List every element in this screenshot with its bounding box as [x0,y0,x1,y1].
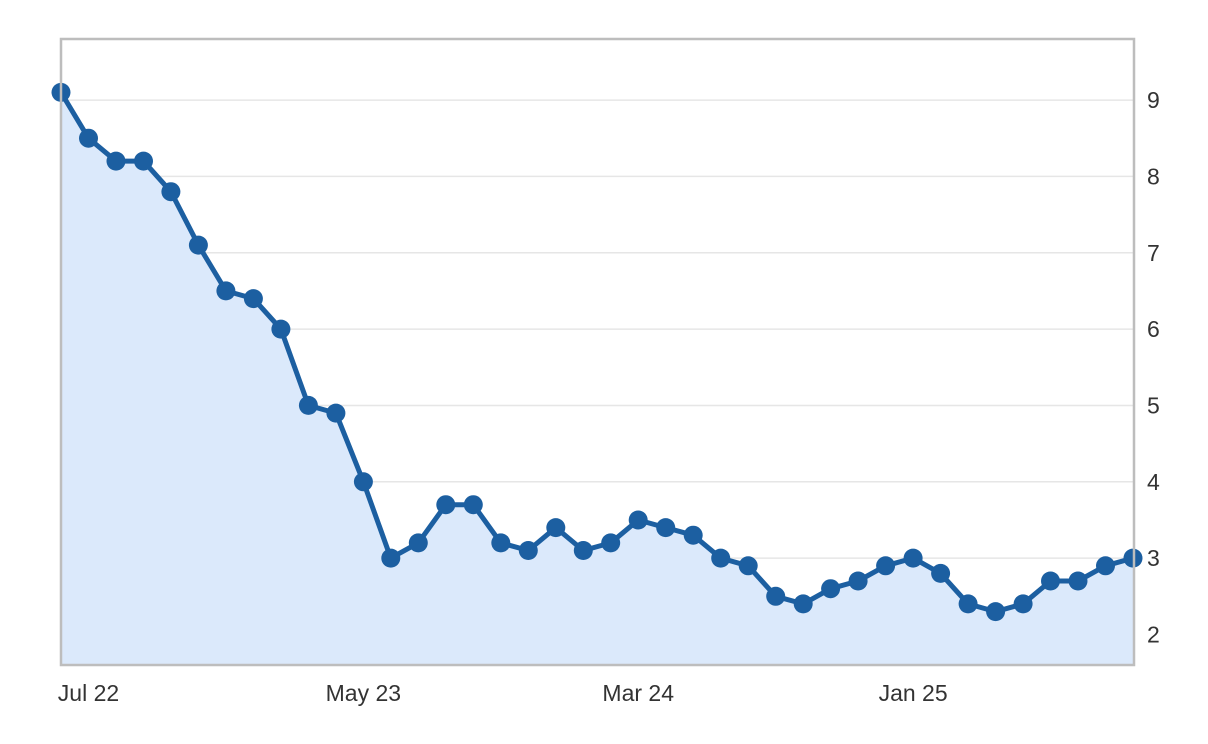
data-point [766,586,786,606]
data-point [106,151,126,171]
data-point [546,518,566,538]
data-point [903,548,923,568]
data-point [656,518,676,538]
data-point [1096,556,1115,576]
series-line [58,89,1136,615]
area-fill [61,92,1133,665]
data-point [711,548,731,568]
data-point [326,403,346,423]
data-point [986,602,1006,622]
plot-frame [59,37,1136,667]
y-tick-label: 4 [1147,469,1160,495]
data-point [271,319,291,339]
data-point [79,128,98,148]
data-point [436,495,456,515]
x-tick-label: Jan 25 [879,680,948,706]
y-tick-label: 9 [1147,87,1160,113]
data-point [958,594,978,614]
data-point [1068,571,1088,591]
data-point [601,533,621,553]
data-point [1013,594,1033,614]
y-tick-label: 2 [1147,621,1160,647]
data-point [628,510,648,530]
data-point [353,472,373,492]
data-point [876,556,896,576]
x-tick-label: May 23 [326,680,401,706]
y-tick-label: 8 [1147,163,1160,189]
data-point [1041,571,1060,591]
y-axis-ticks: 2 3 4 5 6 7 8 9 [1147,87,1160,647]
data-point [931,563,951,583]
data-point [243,289,263,309]
data-point [573,541,593,560]
x-tick-label: Jul 22 [58,680,119,706]
data-point [381,548,401,568]
data-points [51,82,1143,622]
data-point [518,541,538,560]
data-point [491,533,511,553]
data-point [683,525,703,545]
data-point [463,495,483,515]
y-tick-label: 5 [1147,392,1160,418]
data-point [134,151,153,171]
y-tick-label: 6 [1147,316,1160,342]
data-point [216,281,236,301]
data-point [408,533,428,553]
data-point [793,594,813,614]
y-tick-label: 3 [1147,545,1160,571]
x-tick-label: Mar 24 [602,680,674,706]
data-point [848,571,868,591]
data-point [298,395,318,415]
data-point [738,556,758,576]
y-tick-label: 7 [1147,240,1160,266]
data-point [161,182,181,202]
x-axis-ticks: Jul 22 May 23 Mar 24 Jan 25 [58,680,948,706]
data-point [188,235,208,255]
data-point [821,579,841,599]
